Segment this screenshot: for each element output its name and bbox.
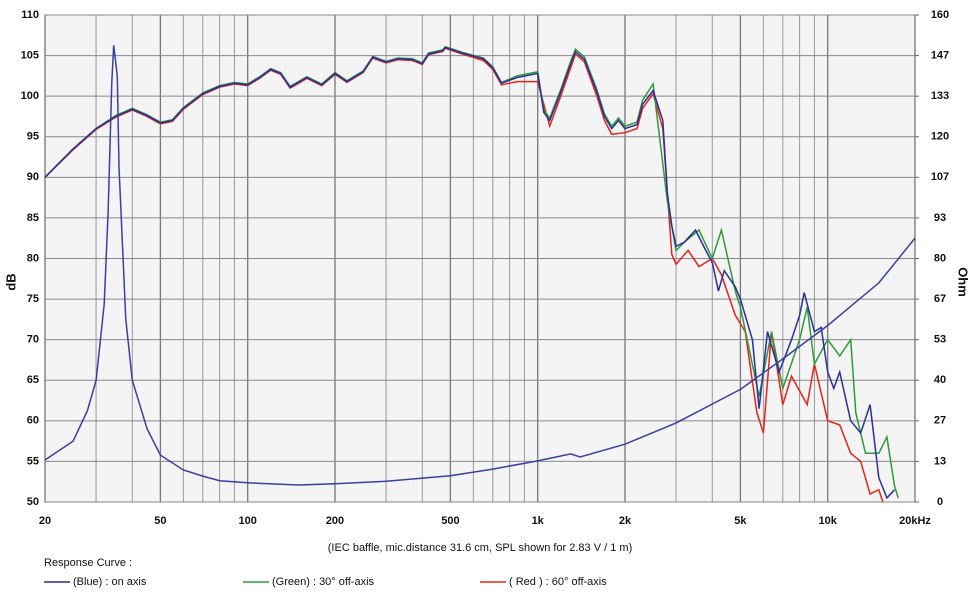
legend-title: Response Curve : xyxy=(44,557,132,569)
y2-tick-label: 13 xyxy=(934,455,946,467)
x-tick-label: 2k xyxy=(619,515,632,527)
y2-tick-label: 147 xyxy=(931,49,949,61)
y-tick-label: 90 xyxy=(27,171,39,183)
y2-tick-label: 160 xyxy=(931,9,949,21)
y-tick-label: 75 xyxy=(27,293,39,305)
y-tick-label: 105 xyxy=(21,49,39,61)
y-axis-title: dB xyxy=(3,273,18,290)
x-tick-label: 20kHz xyxy=(899,515,931,527)
y2-tick-label: 40 xyxy=(934,374,946,386)
y2-tick-label: 53 xyxy=(934,334,946,346)
x-tick-label: 500 xyxy=(441,515,459,527)
y-tick-label: 95 xyxy=(27,131,39,143)
y2-tick-label: 120 xyxy=(931,131,949,143)
x-tick-label: 50 xyxy=(154,515,166,527)
legend-label: (Green) : 30° off-axis xyxy=(272,576,375,588)
series-line xyxy=(44,47,884,503)
y2-tick-label: 93 xyxy=(934,212,946,224)
caption: (IEC baffle, mic.distance 31.6 cm, SPL s… xyxy=(328,542,632,554)
y2-tick-label: 67 xyxy=(934,293,946,305)
y2-tick-label: 27 xyxy=(934,415,946,427)
legend-label: (Blue) : on axis xyxy=(73,576,147,588)
x-tick-label: 20 xyxy=(39,515,51,527)
x-tick-label: 1k xyxy=(532,515,545,527)
y2-tick-label: 133 xyxy=(931,90,949,102)
y-tick-label: 80 xyxy=(27,252,39,264)
x-tick-label: 5k xyxy=(734,515,747,527)
x-tick-label: 200 xyxy=(326,515,344,527)
y-tick-label: 50 xyxy=(27,496,39,508)
series-line xyxy=(44,45,916,486)
y-tick-label: 70 xyxy=(27,334,39,346)
series-line xyxy=(44,46,896,500)
x-tick-label: 10k xyxy=(819,515,838,527)
y-tick-label: 55 xyxy=(27,455,39,467)
y2-tick-label: 80 xyxy=(934,252,946,264)
y2-tick-label: 107 xyxy=(931,171,949,183)
y-tick-label: 100 xyxy=(21,90,39,102)
legend-label: ( Red ) : 60° off-axis xyxy=(509,576,607,588)
y-tick-label: 60 xyxy=(27,415,39,427)
y-tick-label: 110 xyxy=(21,9,39,21)
y2-axis-title: Ohm xyxy=(956,267,971,297)
y-tick-label: 65 xyxy=(27,374,39,386)
y-tick-label: 85 xyxy=(27,212,39,224)
y2-tick-label: 0 xyxy=(937,496,943,508)
x-tick-label: 100 xyxy=(239,515,257,527)
